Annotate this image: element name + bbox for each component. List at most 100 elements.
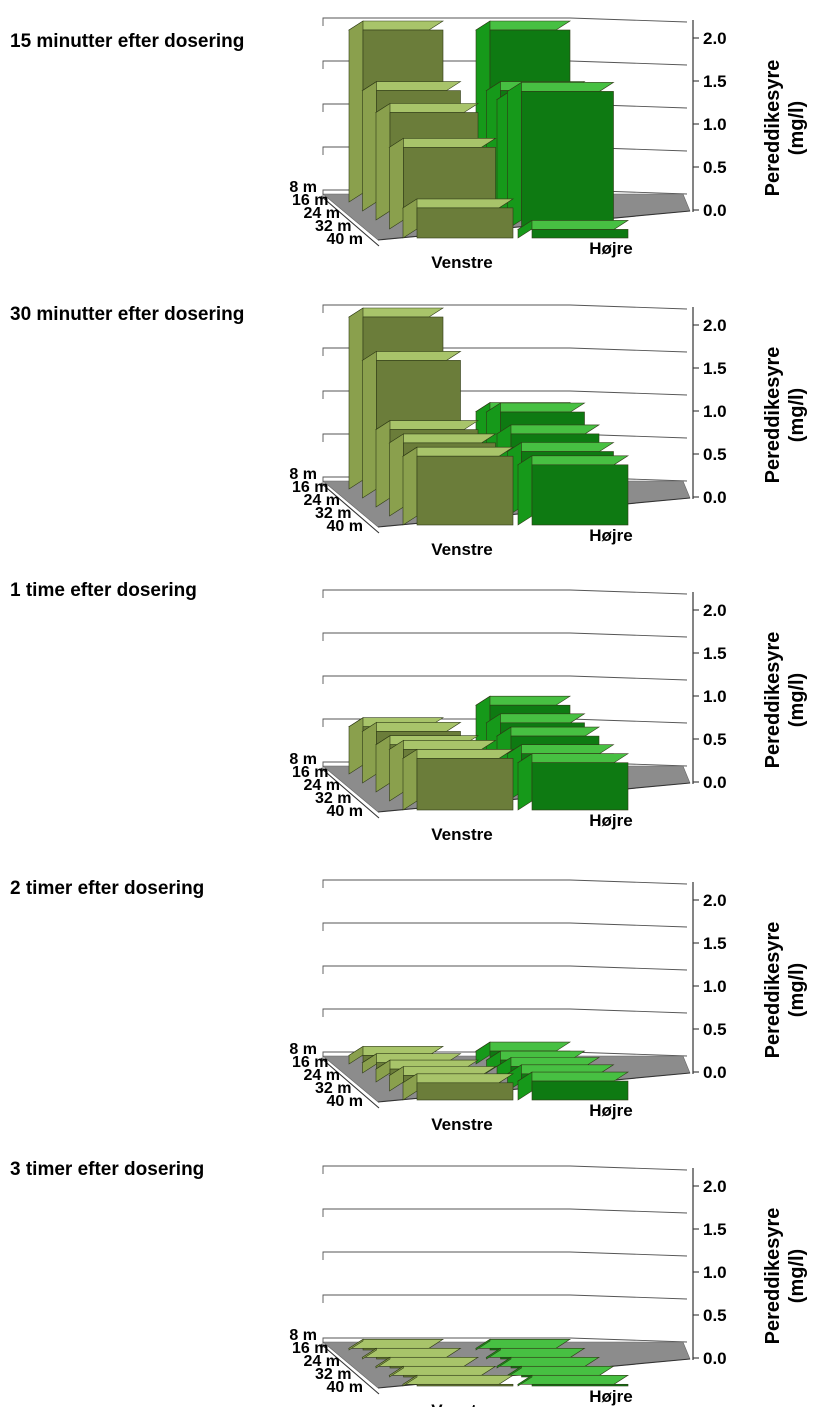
depth-label: 8 m — [289, 179, 317, 196]
chart-title: 2 timer efter dosering — [10, 878, 204, 899]
y-tick-label: 0.5 — [703, 1020, 727, 1039]
y-tick-label: 0.5 — [703, 730, 727, 749]
depth-label: 16 m — [292, 479, 328, 496]
bar-venstre-40m — [401, 1073, 515, 1101]
category-label: Venstre — [431, 1401, 492, 1407]
gridline — [322, 1208, 688, 1217]
y-tick-label: 2.0 — [703, 316, 727, 335]
category-label: Venstre — [431, 253, 492, 272]
category-label: Højre — [589, 526, 632, 545]
bar-venstre-40m — [401, 748, 515, 811]
gridline — [322, 17, 688, 26]
depth-label: 32 m — [315, 1080, 351, 1097]
chart-panel-5: 2.0 1.5 1.0 0.5 0.0 Pereddikesyre (mg/l) 8 m16 … — [10, 1159, 808, 1407]
chart-title: 3 timer efter dosering — [10, 1159, 204, 1180]
y-tick-label: 2.0 — [703, 1177, 727, 1196]
depth-axis — [320, 482, 380, 534]
depth-label: 40 m — [327, 1093, 363, 1110]
y-tick-label: 1.5 — [703, 934, 727, 953]
y-tick-label: 1.0 — [703, 115, 727, 134]
depth-label: 40 m — [327, 518, 363, 535]
depth-label: 24 m — [304, 205, 340, 222]
y-tick-label: 1.5 — [703, 359, 727, 378]
y-tick-label: 1.5 — [703, 1220, 727, 1239]
y-tick-label: 0.0 — [703, 1349, 727, 1368]
chart-panel-3: 2.0 1.5 1.0 0.5 0.0 Pereddikesyre (mg/l) 8 m16 … — [10, 580, 808, 844]
depth-label: 24 m — [304, 777, 340, 794]
depth-label: 8 m — [289, 1041, 317, 1058]
y-axis-title: Pereddikesyre (mg/l) — [762, 1208, 808, 1345]
depth-label: 32 m — [315, 505, 351, 522]
gridline — [322, 589, 688, 598]
bar-venstre-40m — [401, 1374, 515, 1387]
gridline — [322, 922, 688, 931]
category-label: Højre — [589, 1101, 632, 1120]
depth-label: 24 m — [304, 1353, 340, 1370]
chart-panel-4: 2.0 1.5 1.0 0.5 0.0 Pereddikesyre (mg/l) 8 m16 … — [10, 878, 808, 1134]
y-axis-label-line1: Pereddikesyre — [762, 347, 784, 484]
y-tick-label: 1.0 — [703, 687, 727, 706]
y-axis-title: Pereddikesyre (mg/l) — [762, 347, 808, 484]
y-axis-title: Pereddikesyre (mg/l) — [762, 60, 808, 197]
gridline — [322, 1294, 688, 1303]
depth-label: 16 m — [292, 764, 328, 781]
gridline — [322, 965, 688, 974]
depth-label: 24 m — [304, 492, 340, 509]
depth-label: 8 m — [289, 1327, 317, 1344]
gridline — [322, 632, 688, 641]
y-tick-label: 0.0 — [703, 773, 727, 792]
gridline — [322, 1165, 688, 1174]
y-tick-label: 0.0 — [703, 201, 727, 220]
y-tick-label: 0.0 — [703, 1063, 727, 1082]
depth-label: 32 m — [315, 790, 351, 807]
y-axis-label-line1: Pereddikesyre — [762, 632, 784, 769]
depth-label: 16 m — [292, 1054, 328, 1071]
depth-label: 32 m — [315, 1366, 351, 1383]
y-axis-label-line2: (mg/l) — [786, 673, 808, 727]
category-label: Venstre — [431, 540, 492, 559]
chart-title: 15 minutter efter dosering — [10, 31, 244, 52]
bar-hojre-40m — [516, 1374, 630, 1387]
chart-panel-1: 2.0 1.5 1.0 0.5 0.0 Pereddikesyre (mg/l) 8 m16 … — [10, 17, 808, 272]
gridline — [322, 718, 688, 727]
y-axis-label-line2: (mg/l) — [786, 101, 808, 155]
y-tick-label: 1.5 — [703, 72, 727, 91]
gridline — [322, 1251, 688, 1260]
y-axis-label-line1: Pereddikesyre — [762, 60, 784, 197]
category-label: Højre — [589, 1387, 632, 1406]
y-axis-label-line1: Pereddikesyre — [762, 1208, 784, 1345]
bar-hojre-40m — [516, 1071, 630, 1101]
y-tick-label: 0.0 — [703, 488, 727, 507]
y-axis-title: Pereddikesyre (mg/l) — [762, 922, 808, 1059]
depth-label: 8 m — [289, 751, 317, 768]
depth-axis — [320, 1057, 380, 1109]
y-tick-label: 1.5 — [703, 644, 727, 663]
bar-hojre-40m — [516, 455, 630, 526]
y-axis-label-line2: (mg/l) — [786, 1249, 808, 1303]
bar-hojre-40m — [516, 753, 630, 811]
y-tick-label: 1.0 — [703, 402, 727, 421]
y-tick-label: 0.5 — [703, 1306, 727, 1325]
bar-venstre-40m — [401, 446, 515, 526]
category-label: Venstre — [431, 1115, 492, 1134]
y-tick-label: 0.5 — [703, 158, 727, 177]
gridline — [322, 1008, 688, 1017]
depth-label: 32 m — [315, 218, 351, 235]
gridline — [322, 675, 688, 684]
y-axis-label-line1: Pereddikesyre — [762, 922, 784, 1059]
bar-hojre-40m — [516, 219, 630, 239]
gridline — [322, 60, 688, 69]
depth-label: 40 m — [327, 231, 363, 248]
gridline — [322, 879, 688, 888]
gridline — [322, 347, 688, 356]
chart-title: 1 time efter dosering — [10, 580, 197, 601]
y-axis-label-line2: (mg/l) — [786, 388, 808, 442]
y-axis-title: Pereddikesyre (mg/l) — [762, 632, 808, 769]
y-tick-label: 1.0 — [703, 1263, 727, 1282]
y-tick-label: 2.0 — [703, 891, 727, 910]
category-label: Venstre — [431, 825, 492, 844]
depth-label: 8 m — [289, 466, 317, 483]
depth-axis — [320, 767, 380, 819]
depth-label: 24 m — [304, 1067, 340, 1084]
